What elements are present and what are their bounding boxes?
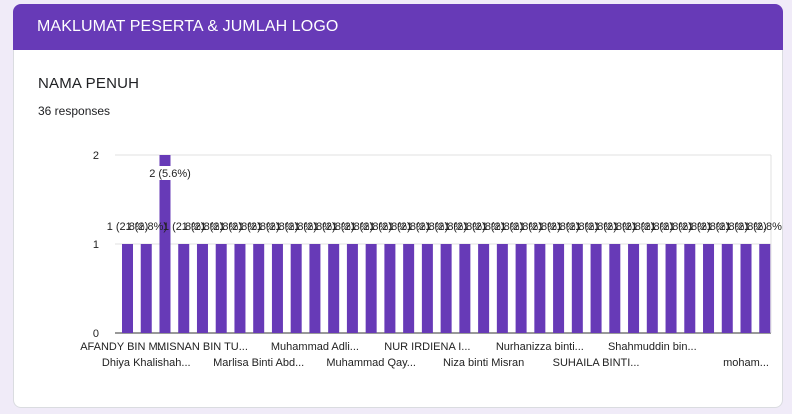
x-category-label: Dhiya Khalishah...	[102, 357, 191, 369]
bar[interactable]	[346, 244, 358, 333]
bar[interactable]	[440, 244, 452, 333]
bar[interactable]	[553, 244, 565, 333]
bar-value-label: 1 (2.8%)	[538, 221, 580, 233]
bar-value-label: 1 (2.8%)	[200, 221, 242, 233]
response-count: 36 responses	[38, 104, 111, 118]
bar[interactable]	[740, 244, 752, 333]
bar-value-label: 1 (2.8%)	[463, 221, 505, 233]
x-category-label: Muhammad Adli...	[271, 341, 359, 353]
bar-value-label: 1 (2.8%)	[407, 221, 449, 233]
bar-value-label: 1 (2.8%)	[238, 221, 280, 233]
bar[interactable]	[290, 244, 302, 333]
bar[interactable]	[140, 244, 152, 333]
bar[interactable]	[609, 244, 621, 333]
bar-label-bg	[142, 166, 195, 180]
bar[interactable]	[122, 244, 133, 333]
bar-value-label: 1 (2.8%)	[369, 221, 411, 233]
bar-value-label: 1 (2.8%)	[688, 221, 730, 233]
bar[interactable]	[159, 155, 171, 333]
bar[interactable]	[684, 244, 696, 333]
bar-value-label: 1 (2.8%)	[294, 221, 336, 233]
bar[interactable]	[515, 244, 527, 333]
y-tick-label: 0	[93, 328, 99, 340]
bar[interactable]	[571, 244, 583, 333]
bar[interactable]	[665, 244, 677, 333]
bar[interactable]	[496, 244, 508, 333]
y-tick-label: 2	[93, 150, 99, 162]
bar[interactable]	[478, 244, 490, 333]
bar[interactable]	[421, 244, 433, 333]
bar[interactable]	[403, 244, 415, 333]
bar[interactable]	[590, 244, 602, 333]
x-category-label: MISNAN BIN TU...	[157, 341, 248, 353]
bar-value-label: 2 (5.6%)	[149, 168, 191, 180]
bar-value-label: 1 (2.8%)	[257, 221, 299, 233]
x-category-label: AFANDY BIN M...	[80, 341, 167, 353]
bar[interactable]	[196, 244, 208, 333]
bar-chart: 012 1 (2.8%)1 (2.8%)2 (5.6%)1 (2.8%)1 (2…	[80, 150, 782, 369]
bar-value-label: 1 (2.8%)	[519, 221, 561, 233]
x-category-label: Niza binti Misran	[443, 357, 524, 369]
bar-value-label: 1 (2.8%)	[706, 221, 748, 233]
x-category-label: moham...	[723, 357, 769, 369]
bar-value-label: 1 (2.8%)	[669, 221, 711, 233]
bar[interactable]	[328, 244, 340, 333]
x-category-label: Muhammad Qay...	[326, 357, 416, 369]
bar[interactable]	[271, 244, 283, 333]
bar-value-label: 1 (2.8%)	[313, 221, 355, 233]
bar[interactable]	[703, 244, 715, 333]
section-header: MAKLUMAT PESERTA & JUMLAH LOGO	[13, 4, 783, 50]
section-title: MAKLUMAT PESERTA & JUMLAH LOGO	[37, 18, 339, 35]
bar-value-label: 1 (2.8%)	[425, 221, 467, 233]
bar-value-label: 1 (2.8%)	[444, 221, 486, 233]
y-tick-label: 1	[93, 239, 99, 251]
bar[interactable]	[253, 244, 265, 333]
bar-value-label: 1 (2.8%)	[350, 221, 392, 233]
bar[interactable]	[759, 244, 771, 333]
bar[interactable]	[534, 244, 546, 333]
bar-value-label: 1 (2.8%)	[219, 221, 261, 233]
x-category-label: SUHAILA BINTI...	[553, 357, 640, 369]
bar-value-label: 1 (2.8%)	[632, 221, 674, 233]
bar-value-label: 1 (2.8%)	[107, 221, 149, 233]
bar-value-label: 1 (2.8%)	[575, 221, 617, 233]
bar[interactable]	[646, 244, 658, 333]
bar[interactable]	[178, 244, 190, 333]
x-category-label: Marlisa Binti Abd...	[213, 357, 304, 369]
bar[interactable]	[384, 244, 396, 333]
bar-value-label: 1 (2.8%)	[182, 221, 224, 233]
bar[interactable]	[309, 244, 321, 333]
question-title: NAMA PENUH	[38, 75, 140, 92]
x-category-label: NUR IRDIENA I...	[384, 341, 470, 353]
bar-value-label: 1 (2.8%)	[725, 221, 767, 233]
bar-value-label: 1 (2.8%)	[332, 221, 374, 233]
bar[interactable]	[234, 244, 246, 333]
x-category-label: Nurhanizza binti...	[496, 341, 584, 353]
bar-value-label: 1 (2.8%)	[500, 221, 542, 233]
bar[interactable]	[215, 244, 227, 333]
bar-value-label: 1 (2.8%)	[388, 221, 430, 233]
bar[interactable]	[365, 244, 377, 333]
bar-value-label: 1 (2.8%)	[275, 221, 317, 233]
bar-value-label: 1 (2.8%)	[594, 221, 636, 233]
bar-value-label: 1 (2.8%)	[125, 221, 167, 233]
bar-value-label: 1 (2.8%)	[613, 221, 655, 233]
bar-value-label: 1 (2.8%)	[163, 221, 205, 233]
bar[interactable]	[628, 244, 640, 333]
bar-value-label: 1 (2.8%)	[482, 221, 524, 233]
bar-value-label: 1 (2.8%)	[557, 221, 599, 233]
bar[interactable]	[459, 244, 471, 333]
bar[interactable]	[721, 244, 733, 333]
bar-value-label: 1 (2.8%)	[650, 221, 692, 233]
bar-value-label: 1 (2.8%)	[744, 221, 782, 233]
x-category-label: Shahmuddin bin...	[608, 341, 697, 353]
